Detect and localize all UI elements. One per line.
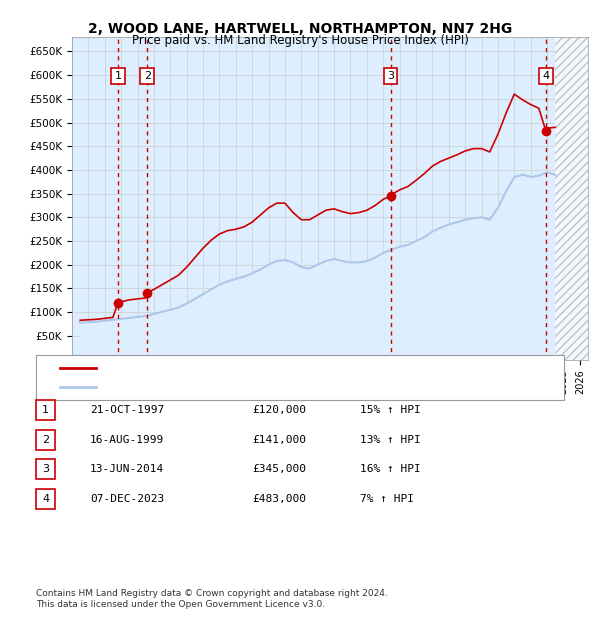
Text: 1: 1 [115,71,121,81]
Text: 2, WOOD LANE, HARTWELL, NORTHAMPTON, NN7 2HG (detached house): 2, WOOD LANE, HARTWELL, NORTHAMPTON, NN7… [102,363,458,373]
Text: £120,000: £120,000 [252,405,306,415]
Text: 15% ↑ HPI: 15% ↑ HPI [360,405,421,415]
Text: 13-JUN-2014: 13-JUN-2014 [90,464,164,474]
Text: 2, WOOD LANE, HARTWELL, NORTHAMPTON, NN7 2HG: 2, WOOD LANE, HARTWELL, NORTHAMPTON, NN7… [88,22,512,36]
Text: Contains HM Land Registry data © Crown copyright and database right 2024.
This d: Contains HM Land Registry data © Crown c… [36,590,388,609]
Text: £345,000: £345,000 [252,464,306,474]
Text: 2: 2 [144,71,151,81]
Text: £483,000: £483,000 [252,494,306,504]
Text: 1: 1 [42,405,49,415]
Text: 4: 4 [542,71,549,81]
Text: 7% ↑ HPI: 7% ↑ HPI [360,494,414,504]
Text: 16-AUG-1999: 16-AUG-1999 [90,435,164,445]
Text: 4: 4 [42,494,49,504]
Text: HPI: Average price, detached house, West Northamptonshire: HPI: Average price, detached house, West… [102,383,399,392]
Text: 07-DEC-2023: 07-DEC-2023 [90,494,164,504]
Text: 16% ↑ HPI: 16% ↑ HPI [360,464,421,474]
Text: 21-OCT-1997: 21-OCT-1997 [90,405,164,415]
Text: Price paid vs. HM Land Registry's House Price Index (HPI): Price paid vs. HM Land Registry's House … [131,34,469,47]
Text: 2: 2 [42,435,49,445]
Text: £141,000: £141,000 [252,435,306,445]
Text: 13% ↑ HPI: 13% ↑ HPI [360,435,421,445]
Text: 3: 3 [42,464,49,474]
Text: 3: 3 [387,71,394,81]
